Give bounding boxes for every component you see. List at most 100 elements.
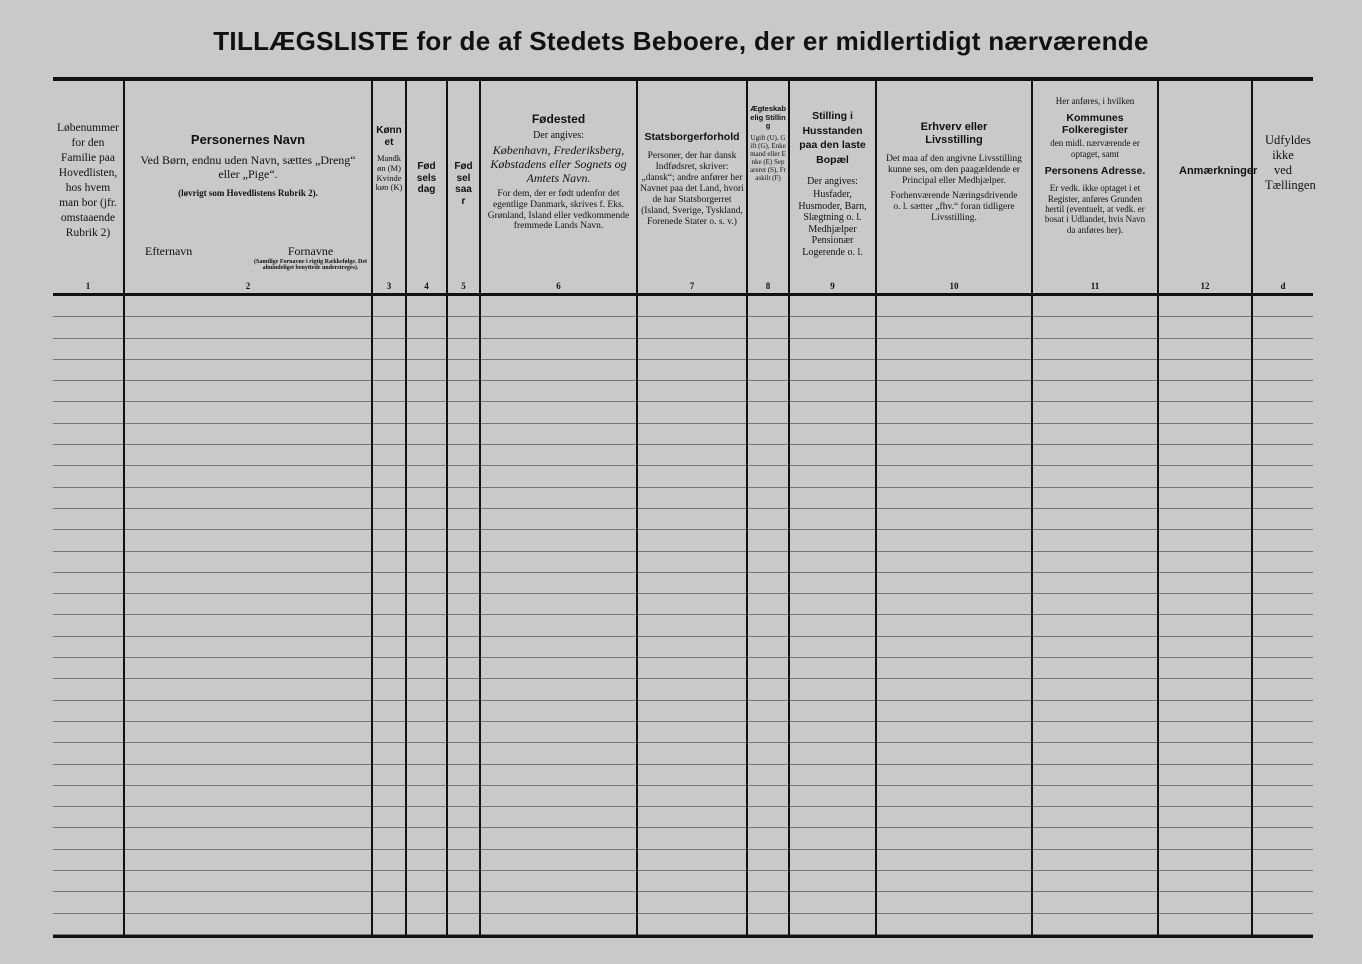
entry-cell[interactable] [788, 529, 876, 552]
entry-cell[interactable] [1031, 338, 1158, 360]
entry-cell[interactable] [123, 508, 372, 531]
entry-cell[interactable] [479, 785, 637, 808]
entry-cell[interactable] [53, 316, 124, 339]
entry-cell[interactable] [1031, 380, 1158, 403]
entry-cell[interactable] [1251, 636, 1313, 659]
entry-cell[interactable] [53, 423, 124, 446]
entry-cell[interactable] [746, 721, 789, 744]
entry-cell[interactable] [1031, 806, 1158, 829]
entry-cell[interactable] [479, 614, 637, 637]
entry-cell[interactable] [123, 657, 372, 680]
entry-cell[interactable] [405, 678, 447, 701]
entry-cell[interactable] [746, 827, 789, 850]
entry-cell[interactable] [479, 657, 637, 680]
entry-cell[interactable] [746, 913, 789, 935]
entry-cell[interactable] [875, 338, 1032, 360]
entry-cell[interactable] [788, 700, 876, 722]
entry-cell[interactable] [1251, 294, 1313, 318]
entry-cell[interactable] [405, 849, 447, 872]
entry-cell[interactable] [788, 316, 876, 339]
entry-cell[interactable] [371, 827, 406, 850]
entry-cell[interactable] [479, 444, 637, 467]
entry-cell[interactable] [123, 764, 372, 786]
entry-cell[interactable] [371, 657, 406, 680]
entry-cell[interactable] [1157, 423, 1252, 446]
entry-cell[interactable] [446, 913, 480, 935]
entry-cell[interactable] [405, 870, 447, 893]
entry-cell[interactable] [1157, 338, 1252, 360]
entry-cell[interactable] [405, 593, 447, 616]
entry-cell[interactable] [53, 913, 124, 935]
entry-cell[interactable] [405, 572, 447, 595]
entry-cell[interactable] [746, 614, 789, 637]
entry-cell[interactable] [479, 891, 637, 914]
entry-cell[interactable] [875, 508, 1032, 531]
entry-cell[interactable] [1157, 380, 1252, 403]
entry-cell[interactable] [788, 593, 876, 616]
entry-cell[interactable] [53, 338, 124, 360]
entry-cell[interactable] [53, 700, 124, 722]
entry-cell[interactable] [1031, 870, 1158, 893]
entry-cell[interactable] [788, 806, 876, 829]
entry-cell[interactable] [479, 338, 637, 360]
entry-cell[interactable] [1157, 508, 1252, 531]
entry-cell[interactable] [875, 380, 1032, 403]
entry-cell[interactable] [788, 721, 876, 744]
entry-cell[interactable] [53, 827, 124, 850]
entry-cell[interactable] [371, 529, 406, 552]
entry-cell[interactable] [1157, 849, 1252, 872]
entry-cell[interactable] [746, 551, 789, 573]
entry-cell[interactable] [446, 678, 480, 701]
entry-cell[interactable] [371, 913, 406, 935]
entry-cell[interactable] [446, 444, 480, 467]
entry-cell[interactable] [53, 380, 124, 403]
entry-cell[interactable] [746, 849, 789, 872]
entry-cell[interactable] [1251, 487, 1313, 509]
entry-cell[interactable] [371, 359, 406, 382]
entry-cell[interactable] [479, 465, 637, 488]
entry-cell[interactable] [1251, 721, 1313, 744]
entry-cell[interactable] [788, 849, 876, 872]
entry-cell[interactable] [746, 444, 789, 467]
entry-cell[interactable] [788, 913, 876, 935]
entry-cell[interactable] [479, 764, 637, 786]
entry-cell[interactable] [53, 678, 124, 701]
entry-cell[interactable] [371, 401, 406, 424]
entry-cell[interactable] [1251, 742, 1313, 765]
entry-cell[interactable] [53, 785, 124, 808]
entry-cell[interactable] [636, 401, 747, 424]
entry-cell[interactable] [446, 465, 480, 488]
entry-cell[interactable] [446, 423, 480, 446]
entry-cell[interactable] [446, 657, 480, 680]
entry-cell[interactable] [1157, 913, 1252, 935]
entry-cell[interactable] [405, 359, 447, 382]
entry-cell[interactable] [53, 806, 124, 829]
entry-cell[interactable] [446, 721, 480, 744]
entry-cell[interactable] [636, 827, 747, 850]
entry-cell[interactable] [446, 764, 480, 786]
entry-cell[interactable] [746, 678, 789, 701]
entry-cell[interactable] [53, 551, 124, 573]
entry-cell[interactable] [1251, 913, 1313, 935]
entry-cell[interactable] [636, 487, 747, 509]
entry-cell[interactable] [1157, 487, 1252, 509]
entry-cell[interactable] [405, 721, 447, 744]
entry-cell[interactable] [53, 764, 124, 786]
entry-cell[interactable] [479, 572, 637, 595]
entry-cell[interactable] [479, 316, 637, 339]
entry-cell[interactable] [1251, 678, 1313, 701]
entry-cell[interactable] [746, 806, 789, 829]
entry-cell[interactable] [123, 423, 372, 446]
entry-cell[interactable] [479, 700, 637, 722]
entry-cell[interactable] [1157, 785, 1252, 808]
entry-cell[interactable] [53, 742, 124, 765]
entry-cell[interactable] [123, 294, 372, 318]
entry-cell[interactable] [1031, 294, 1158, 318]
entry-cell[interactable] [1157, 551, 1252, 573]
entry-cell[interactable] [788, 401, 876, 424]
entry-cell[interactable] [875, 657, 1032, 680]
entry-cell[interactable] [636, 529, 747, 552]
entry-cell[interactable] [371, 614, 406, 637]
entry-cell[interactable] [1031, 572, 1158, 595]
entry-cell[interactable] [479, 529, 637, 552]
